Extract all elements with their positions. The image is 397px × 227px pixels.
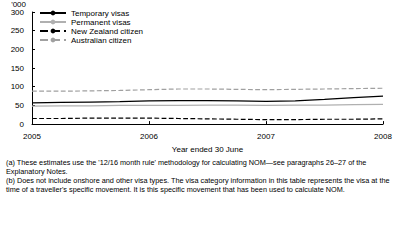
svg-text:150: 150	[11, 64, 25, 73]
svg-text:2006: 2006	[140, 132, 158, 141]
svg-text:2005: 2005	[23, 132, 41, 141]
svg-text:New Zealand citizen: New Zealand citizen	[71, 27, 143, 36]
svg-text:Year ended 30 June: Year ended 30 June	[172, 145, 244, 154]
html-text:(b) Does not include onshore a: (b) Does not include onshore and other v…	[6, 176, 390, 194]
html-text:(a) These estimates use the '1: (a) These estimates use the '12/16 month…	[6, 158, 367, 176]
svg-text:250: 250	[11, 26, 25, 35]
svg-text:50: 50	[15, 101, 24, 110]
svg-text:200: 200	[11, 45, 25, 54]
svg-text:2008: 2008	[374, 132, 392, 141]
svg-text:2007: 2007	[257, 132, 275, 141]
svg-text:300: 300	[11, 8, 25, 17]
svg-text:0: 0	[20, 120, 25, 129]
svg-text:Permanent visas: Permanent visas	[71, 18, 131, 27]
svg-text:100: 100	[11, 82, 25, 91]
svg-text:Australian citizen: Australian citizen	[71, 36, 131, 45]
svg-text:Temporary visas: Temporary visas	[71, 9, 129, 18]
